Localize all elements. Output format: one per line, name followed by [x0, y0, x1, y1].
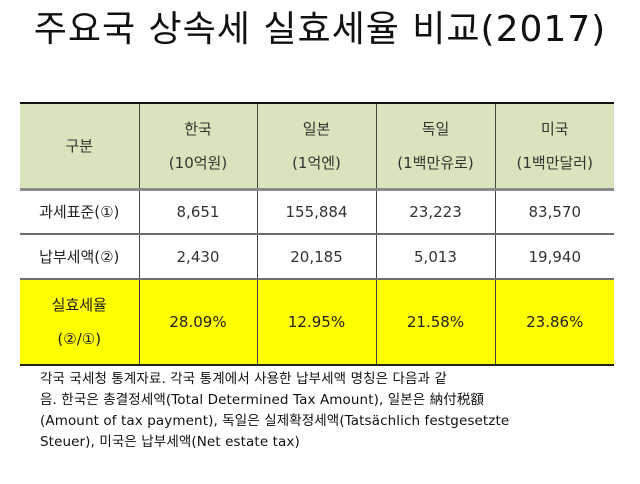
row-label: 납부세액(②)	[20, 234, 139, 279]
rate-label-line1: 실효세율	[20, 288, 139, 322]
cell-japan: 20,185	[257, 234, 376, 279]
cell-korea: 28.09%	[139, 279, 257, 365]
row-label: 과세표준(①)	[20, 189, 139, 234]
cell-korea: 8,651	[139, 189, 257, 234]
cell-usa: 19,940	[495, 234, 614, 279]
note-line: 각국 국세청 통계자료. 각국 통계에서 사용한 납부세액 명칭은 다음과 같	[40, 369, 630, 390]
table-row-effective-rate: 실효세율 (②/①) 28.09% 12.95% 21.58% 23.86%	[20, 279, 614, 365]
header-unit: (1억엔)	[258, 146, 376, 180]
note-line: Steuer), 미국은 납부세액(Net estate tax)	[40, 432, 630, 453]
note-line: 음. 한국은 총결정세액(Total Determined Tax Amount…	[40, 390, 630, 411]
cell-usa: 23.86%	[495, 279, 614, 365]
tax-comparison-table: 구분 한국 (10억원) 일본 (1억엔) 독일 (1백만유로) 미국 (1백만…	[20, 102, 614, 366]
header-unit: (1백만유로)	[377, 146, 495, 180]
header-country: 독일	[377, 112, 495, 146]
cell-usa: 83,570	[495, 189, 614, 234]
header-japan: 일본 (1억엔)	[257, 103, 376, 189]
page-title: 주요국 상속세 실효세율 비교(2017)	[0, 4, 640, 56]
cell-japan: 155,884	[257, 189, 376, 234]
cell-germany: 5,013	[376, 234, 495, 279]
header-usa: 미국 (1백만달러)	[495, 103, 614, 189]
cell-germany: 21.58%	[376, 279, 495, 365]
header-country: 일본	[258, 112, 376, 146]
header-unit: (1백만달러)	[496, 146, 615, 180]
table-row-tax-paid: 납부세액(②) 2,430 20,185 5,013 19,940	[20, 234, 614, 279]
header-unit: (10억원)	[140, 146, 257, 180]
row-label: 실효세율 (②/①)	[20, 279, 139, 365]
table-row-tax-base: 과세표준(①) 8,651 155,884 23,223 83,570	[20, 189, 614, 234]
header-category-label: 구분	[65, 137, 93, 155]
header-germany: 독일 (1백만유로)	[376, 103, 495, 189]
rate-label-line2: (②/①)	[20, 322, 139, 356]
source-note: 각국 국세청 통계자료. 각국 통계에서 사용한 납부세액 명칭은 다음과 같 …	[40, 369, 630, 453]
header-country: 한국	[140, 112, 257, 146]
header-korea: 한국 (10억원)	[139, 103, 257, 189]
note-line: (Amount of tax payment), 독일은 실제확정세액(Tats…	[40, 411, 630, 432]
header-category: 구분	[20, 103, 139, 189]
header-country: 미국	[496, 112, 615, 146]
cell-korea: 2,430	[139, 234, 257, 279]
cell-germany: 23,223	[376, 189, 495, 234]
table-header-row: 구분 한국 (10억원) 일본 (1억엔) 독일 (1백만유로) 미국 (1백만…	[20, 103, 614, 189]
cell-japan: 12.95%	[257, 279, 376, 365]
